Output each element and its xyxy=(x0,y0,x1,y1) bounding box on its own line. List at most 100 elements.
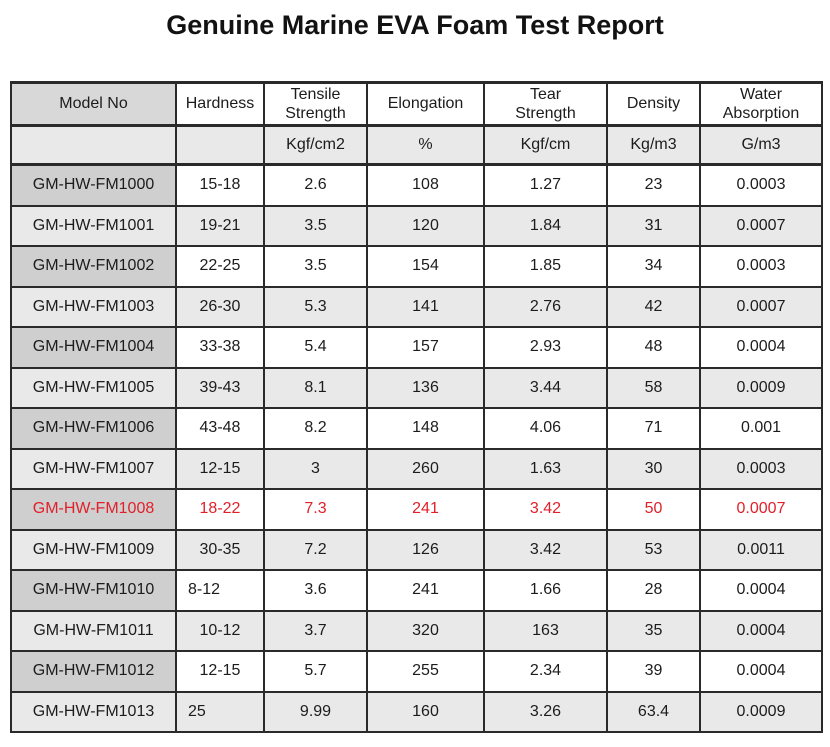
cell-density: 34 xyxy=(606,245,701,288)
page-title: Genuine Marine EVA Foam Test Report xyxy=(166,10,664,40)
cell-density: 23 xyxy=(606,163,701,207)
header-water-absorption: Water Absorption xyxy=(699,81,823,128)
cell-water: 0.0003 xyxy=(699,447,823,491)
table-row: GM-HW-FM1002 22-25 3.5 154 1.85 34 0.0003 xyxy=(10,245,823,288)
cell-tensile: 3 xyxy=(263,447,368,491)
table-row: GM-HW-FM1013 25 9.99 160 3.26 63.4 0.0009 xyxy=(10,690,823,734)
cell-water: 0.0007 xyxy=(699,204,823,248)
cell-hardness: 12-15 xyxy=(175,650,265,693)
cell-model: GM-HW-FM1009 xyxy=(10,528,177,572)
cell-model: GM-HW-FM1013 xyxy=(10,690,177,734)
cell-tensile: 5.3 xyxy=(263,285,368,329)
cell-tensile: 3.7 xyxy=(263,609,368,653)
cell-model: GM-HW-FM1001 xyxy=(10,204,177,248)
cell-density: 28 xyxy=(606,569,701,612)
cell-water: 0.0011 xyxy=(699,528,823,572)
cell-elongation: 157 xyxy=(366,326,485,369)
cell-hardness: 8-12 xyxy=(175,569,265,612)
cell-tensile: 2.6 xyxy=(263,163,368,207)
cell-tear: 1.66 xyxy=(483,569,608,612)
cell-tear: 1.84 xyxy=(483,204,608,248)
cell-hardness: 10-12 xyxy=(175,609,265,653)
cell-tensile: 8.2 xyxy=(263,407,368,450)
cell-water: 0.0003 xyxy=(699,245,823,288)
cell-elongation: 320 xyxy=(366,609,485,653)
cell-model: GM-HW-FM1006 xyxy=(10,407,177,450)
unit-model-no xyxy=(10,124,177,167)
cell-water: 0.0004 xyxy=(699,326,823,369)
table-row: GM-HW-FM1007 12-15 3 260 1.63 30 0.0003 xyxy=(10,447,823,491)
cell-tear: 2.76 xyxy=(483,285,608,329)
table-row: GM-HW-FM1005 39-43 8.1 136 3.44 58 0.0009 xyxy=(10,366,823,410)
cell-elongation: 108 xyxy=(366,163,485,207)
cell-hardness: 33-38 xyxy=(175,326,265,369)
cell-hardness: 25 xyxy=(175,690,265,734)
cell-elongation: 154 xyxy=(366,245,485,288)
header-model-no: Model No xyxy=(10,81,177,128)
cell-tensile: 5.7 xyxy=(263,650,368,693)
cell-elongation: 126 xyxy=(366,528,485,572)
table-row: GM-HW-FM1012 12-15 5.7 255 2.34 39 0.0004 xyxy=(10,650,823,693)
cell-tear: 2.34 xyxy=(483,650,608,693)
unit-density: Kg/m3 xyxy=(606,124,701,167)
unit-elongation: % xyxy=(366,124,485,167)
cell-tear: 4.06 xyxy=(483,407,608,450)
cell-tensile: 7.3 xyxy=(263,488,368,531)
table-row: GM-HW-FM1009 30-35 7.2 126 3.42 53 0.0011 xyxy=(10,528,823,572)
cell-water: 0.0003 xyxy=(699,163,823,207)
cell-model: GM-HW-FM1007 xyxy=(10,447,177,491)
cell-hardness: 12-15 xyxy=(175,447,265,491)
cell-tensile: 9.99 xyxy=(263,690,368,734)
cell-tear: 2.93 xyxy=(483,326,608,369)
cell-tear: 3.44 xyxy=(483,366,608,410)
cell-water: 0.0004 xyxy=(699,650,823,693)
unit-tear-strength: Kgf/cm xyxy=(483,124,608,167)
table-row: GM-HW-FM1003 26-30 5.3 141 2.76 42 0.0007 xyxy=(10,285,823,329)
cell-hardness: 19-21 xyxy=(175,204,265,248)
cell-water: 0.0009 xyxy=(699,366,823,410)
cell-water: 0.0004 xyxy=(699,569,823,612)
cell-hardness: 15-18 xyxy=(175,163,265,207)
table-row: GM-HW-FM1011 10-12 3.7 320 163 35 0.0004 xyxy=(10,609,823,653)
header-tear-strength: Tear Strength xyxy=(483,81,608,128)
cell-tensile: 3.6 xyxy=(263,569,368,612)
header-tensile-strength: Tensile Strength xyxy=(263,81,368,128)
cell-density: 63.4 xyxy=(606,690,701,734)
cell-model: GM-HW-FM1008 xyxy=(10,488,177,531)
cell-hardness: 22-25 xyxy=(175,245,265,288)
cell-hardness: 18-22 xyxy=(175,488,265,531)
cell-tensile: 7.2 xyxy=(263,528,368,572)
cell-tear: 1.27 xyxy=(483,163,608,207)
cell-model: GM-HW-FM1000 xyxy=(10,163,177,207)
cell-water: 0.001 xyxy=(699,407,823,450)
cell-tensile: 5.4 xyxy=(263,326,368,369)
unit-water-absorption: G/m3 xyxy=(699,124,823,167)
cell-density: 50 xyxy=(606,488,701,531)
cell-model: GM-HW-FM1004 xyxy=(10,326,177,369)
cell-tear: 1.85 xyxy=(483,245,608,288)
cell-hardness: 43-48 xyxy=(175,407,265,450)
cell-density: 58 xyxy=(606,366,701,410)
cell-elongation: 136 xyxy=(366,366,485,410)
table-body: GM-HW-FM1000 15-18 2.6 108 1.27 23 0.0003 GM-HW… xyxy=(10,163,823,734)
cell-density: 39 xyxy=(606,650,701,693)
cell-hardness: 30-35 xyxy=(175,528,265,572)
cell-density: 48 xyxy=(606,326,701,369)
cell-tensile: 8.1 xyxy=(263,366,368,410)
table-row: GM-HW-FM1001 19-21 3.5 120 1.84 31 0.0007 xyxy=(10,204,823,248)
cell-model: GM-HW-FM1012 xyxy=(10,650,177,693)
cell-hardness: 39-43 xyxy=(175,366,265,410)
cell-elongation: 120 xyxy=(366,204,485,248)
cell-tear: 1.63 xyxy=(483,447,608,491)
table-row: GM-HW-FM1004 33-38 5.4 157 2.93 48 0.0004 xyxy=(10,326,823,369)
cell-model: GM-HW-FM1011 xyxy=(10,609,177,653)
header-density: Density xyxy=(606,81,701,128)
cell-density: 35 xyxy=(606,609,701,653)
test-report-table: Model No Hardness Tensile Strength Elong… xyxy=(10,81,823,734)
cell-tear: 3.42 xyxy=(483,528,608,572)
cell-tear: 3.26 xyxy=(483,690,608,734)
table-row: GM-HW-FM1010 8-12 3.6 241 1.66 28 0.0004 xyxy=(10,569,823,612)
cell-water: 0.0007 xyxy=(699,488,823,531)
cell-tensile: 3.5 xyxy=(263,245,368,288)
cell-tear: 3.42 xyxy=(483,488,608,531)
